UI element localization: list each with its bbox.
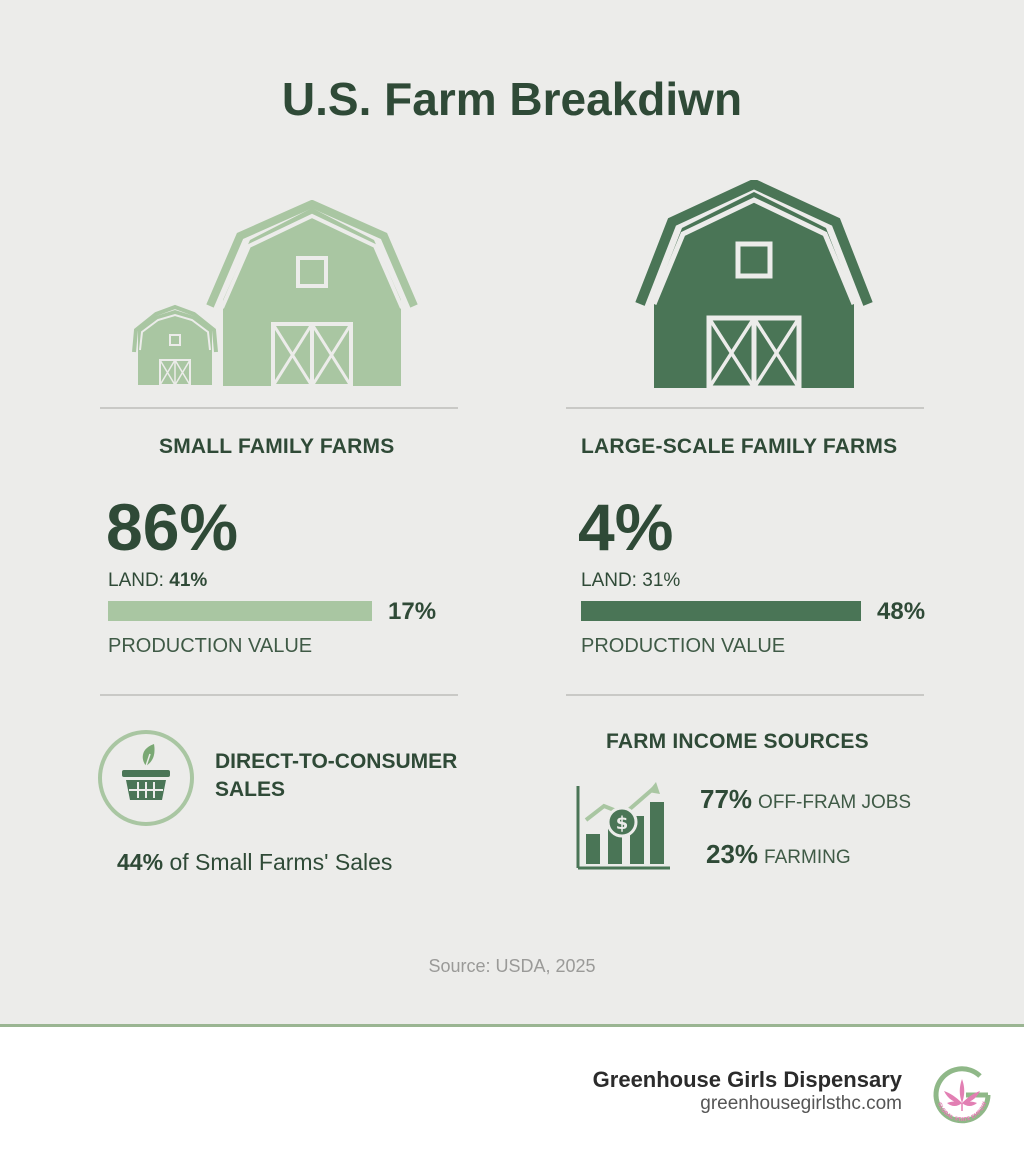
divider bbox=[100, 694, 458, 696]
small-barns-icon bbox=[132, 200, 418, 388]
dtc-stat-text: of Small Farms' Sales bbox=[169, 849, 393, 875]
dtc-stat-value: 44% bbox=[117, 849, 164, 875]
brand-name: Greenhouse Girls Dispensary bbox=[592, 1067, 902, 1092]
small-production-value: 17% bbox=[388, 598, 437, 625]
small-production-label: PRODUCTION VALUE bbox=[108, 635, 313, 657]
income-heading: FARM INCOME SOURCES bbox=[606, 730, 869, 753]
large-production-value: 48% bbox=[877, 598, 926, 625]
large-farms-land: LAND: 31% bbox=[581, 570, 680, 592]
large-farms-share: 4% bbox=[578, 490, 674, 564]
dtc-title: DIRECT-TO-CONSUMER SALES bbox=[215, 748, 457, 805]
income-value: 77% bbox=[700, 784, 753, 814]
income-row: 77% OFF-FRAM JOBS bbox=[700, 784, 911, 815]
svg-text:$: $ bbox=[616, 813, 629, 834]
large-farms-heading: LARGE-SCALE FAMILY FARMS bbox=[581, 435, 898, 458]
divider bbox=[100, 407, 458, 409]
large-production-label: PRODUCTION VALUE bbox=[581, 635, 786, 657]
brand-logo-icon: GLOBAL STATE EMPOWER bbox=[926, 1059, 991, 1124]
dtc-stat: 44% of Small Farms' Sales bbox=[117, 849, 392, 876]
basket-icon bbox=[98, 730, 194, 826]
income-value: 23% bbox=[706, 839, 759, 869]
growth-chart-dollar-icon: $ bbox=[576, 782, 670, 870]
land-value: 41% bbox=[169, 570, 208, 591]
income-label: OFF-FRAM JOBS bbox=[758, 792, 912, 813]
footer: Greenhouse Girls Dispensary greenhousegi… bbox=[0, 1024, 1024, 1154]
page-title: U.S. Farm Breakdiwn bbox=[281, 73, 743, 125]
dtc-title-line: DIRECT-TO-CONSUMER bbox=[215, 750, 458, 773]
land-label: LAND: bbox=[108, 570, 164, 591]
small-farms-land: LAND: 41% bbox=[108, 570, 207, 592]
land-label: LAND: bbox=[581, 570, 637, 591]
income-row: 23% FARMING bbox=[706, 839, 851, 870]
source-note: Source: USDA, 2025 bbox=[428, 956, 596, 976]
small-farms-share: 86% bbox=[106, 490, 239, 564]
land-value: 31% bbox=[642, 570, 681, 591]
divider bbox=[566, 407, 924, 409]
dtc-title-line: SALES bbox=[215, 778, 286, 802]
small-farms-heading: SMALL FAMILY FARMS bbox=[159, 435, 395, 458]
small-production-bar bbox=[108, 601, 372, 621]
large-production-bar bbox=[581, 601, 861, 621]
income-label: FARMING bbox=[764, 847, 851, 868]
brand-url[interactable]: greenhousegirlsthc.com bbox=[700, 1093, 902, 1114]
divider bbox=[566, 694, 924, 696]
large-barn-icon bbox=[635, 180, 873, 390]
